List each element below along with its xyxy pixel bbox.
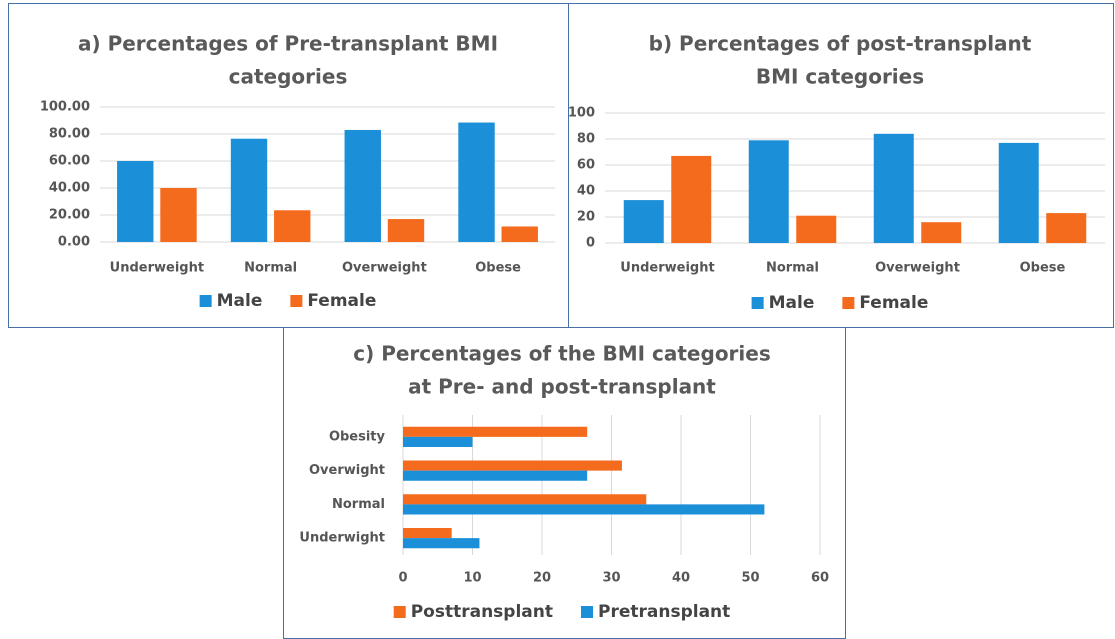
x-tick-label: 50 bbox=[741, 571, 759, 586]
bar bbox=[873, 133, 914, 243]
bar bbox=[921, 222, 962, 243]
bar bbox=[748, 140, 789, 243]
y-tick-label: Overwight bbox=[309, 463, 385, 478]
x-tick-label: Normal bbox=[766, 261, 819, 276]
y-tick-label: 60 bbox=[577, 158, 595, 173]
legend-swatch bbox=[393, 606, 406, 618]
legend-swatch bbox=[751, 297, 764, 309]
bar bbox=[403, 426, 588, 437]
bar bbox=[403, 460, 622, 471]
y-tick-label: 60.00 bbox=[49, 154, 90, 169]
x-tick-label: Underweight bbox=[110, 261, 204, 276]
y-tick-label: Normal bbox=[332, 497, 385, 512]
chart-title: at Pre- and post-transplant bbox=[408, 375, 716, 399]
bar bbox=[998, 142, 1039, 243]
y-tick-label: 20.00 bbox=[49, 208, 90, 223]
chart-title: BMI categories bbox=[756, 65, 924, 89]
chart-title: a) Percentages of Pre-transplant BMI bbox=[78, 32, 498, 56]
bar bbox=[160, 188, 197, 242]
bar bbox=[1046, 213, 1087, 243]
legend: Male Female bbox=[751, 293, 928, 313]
x-tick-label: Obese bbox=[1020, 261, 1066, 276]
legend-label: Female bbox=[307, 291, 376, 311]
x-tick-label: 40 bbox=[672, 571, 690, 586]
x-tick-label: Obese bbox=[475, 261, 521, 276]
y-tick-label: 40 bbox=[577, 184, 595, 199]
bar bbox=[796, 215, 837, 243]
bar bbox=[403, 470, 588, 481]
x-tick-label: 20 bbox=[533, 571, 551, 586]
bar bbox=[671, 155, 712, 243]
y-tick-label: 80 bbox=[577, 132, 595, 147]
legend-label: Male bbox=[217, 291, 263, 311]
legend-label: Female bbox=[859, 293, 928, 313]
x-tick-label: Overweight bbox=[875, 261, 960, 276]
legend-swatch bbox=[199, 295, 212, 307]
bar bbox=[403, 538, 480, 549]
chart-title: b) Percentages of post-transplant bbox=[649, 32, 1032, 56]
bar bbox=[623, 200, 664, 243]
bar bbox=[344, 129, 381, 242]
x-tick-label: 30 bbox=[602, 571, 620, 586]
bar bbox=[274, 210, 311, 242]
chart-title: categories bbox=[229, 65, 348, 89]
x-tick-label: Overweight bbox=[342, 261, 427, 276]
bar bbox=[403, 528, 452, 539]
bar bbox=[387, 219, 425, 242]
y-tick-label: 0.00 bbox=[58, 235, 90, 250]
y-tick-label: 20 bbox=[577, 210, 595, 225]
legend-label: Male bbox=[769, 293, 815, 313]
x-tick-label: Underweight bbox=[620, 261, 714, 276]
legend-swatch bbox=[581, 606, 594, 618]
y-tick-label: 40.00 bbox=[49, 181, 90, 196]
y-tick-label: 0 bbox=[586, 236, 595, 251]
legend-label: Posttransplant bbox=[411, 602, 553, 622]
bar bbox=[403, 436, 473, 447]
bar bbox=[458, 122, 495, 242]
y-tick-label: 100.00 bbox=[40, 100, 90, 115]
x-tick-label: 0 bbox=[398, 571, 407, 586]
y-tick-label: Underwight bbox=[299, 531, 385, 546]
legend-label: Pretransplant bbox=[598, 602, 730, 622]
x-tick-label: Normal bbox=[244, 261, 297, 276]
y-tick-label: Obesity bbox=[329, 429, 386, 444]
bar bbox=[230, 138, 268, 242]
bar bbox=[403, 494, 647, 505]
bar bbox=[501, 226, 538, 242]
y-tick-label: 100 bbox=[568, 106, 595, 121]
legend-swatch bbox=[842, 297, 855, 309]
chart-title: c) Percentages of the BMI categories bbox=[353, 342, 771, 366]
x-tick-label: 60 bbox=[811, 571, 829, 586]
y-tick-label: 80.00 bbox=[49, 127, 90, 142]
legend: Male Female bbox=[199, 291, 376, 311]
legend: Posttransplant Pretransplant bbox=[393, 602, 730, 622]
bar bbox=[403, 504, 765, 515]
x-tick-label: 10 bbox=[463, 571, 481, 586]
bar bbox=[117, 161, 154, 242]
legend-swatch bbox=[290, 295, 303, 307]
